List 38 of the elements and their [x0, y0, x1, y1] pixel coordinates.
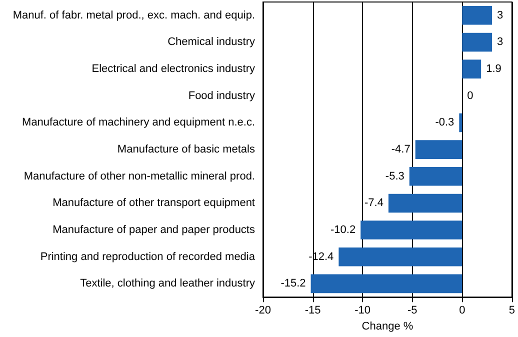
data-label: 3	[497, 9, 504, 22]
y-tick-label: Food industry	[188, 90, 256, 102]
data-label: -0.3	[435, 116, 454, 129]
data-label: -7.4	[364, 197, 384, 210]
bar	[415, 140, 462, 159]
y-tick-label: Manufacture of paper and paper products	[52, 224, 256, 236]
data-label: 3	[497, 36, 504, 48]
y-tick-label: Manuf. of fabr. metal prod., exc. mach. and equip.	[12, 9, 255, 22]
bar	[388, 194, 462, 213]
x-tick-label: 0	[459, 304, 466, 317]
y-tick-label: Manufacture of other non-metallic mineral prod.	[24, 170, 255, 182]
x-tick-label: -10	[354, 304, 371, 317]
bar	[462, 32, 492, 52]
x-axis-title: Change %	[362, 320, 414, 332]
bar	[338, 247, 462, 266]
bar	[459, 113, 462, 132]
x-tick-label: 5	[508, 304, 516, 317]
x-tick-label: -20	[255, 304, 271, 317]
bar	[462, 6, 492, 25]
data-label: -10.2	[330, 224, 356, 236]
y-tick-label: Manufacture of basic metals	[117, 144, 256, 156]
data-label: -5.3	[385, 170, 404, 182]
bar	[360, 220, 462, 240]
y-tick-label: Manufacture of other transport equipment	[52, 197, 255, 210]
y-tick-label: Chemical industry	[168, 36, 256, 48]
bar	[310, 274, 462, 294]
x-tick-label: -15	[304, 304, 321, 317]
y-tick-label: Textile, clothing and leather industry	[80, 278, 256, 290]
data-label: -4.7	[391, 144, 410, 156]
x-tick-label: -5	[407, 304, 418, 317]
data-label: 0	[467, 90, 474, 102]
data-label: 1.9	[486, 63, 502, 76]
y-tick-label: Manufacture of machinery and equipment n.e.c.	[22, 116, 255, 129]
bar	[409, 166, 462, 186]
bar	[462, 60, 482, 78]
y-tick-label: Electrical and electronics industry	[92, 63, 256, 76]
y-tick-label: Printing and reproduction of recorded media	[40, 250, 256, 263]
data-label: -15.2	[280, 278, 306, 290]
